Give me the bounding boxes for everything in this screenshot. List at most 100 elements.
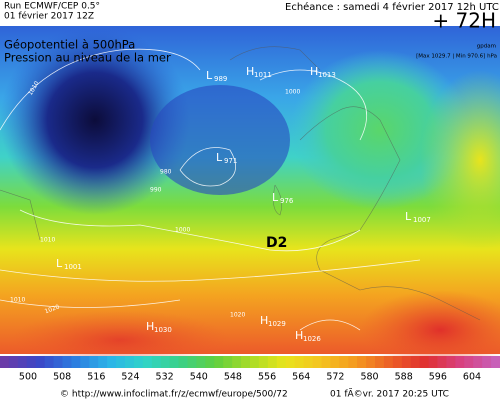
isobar-label: 1020 [44,303,61,315]
run-date: 01 février 2017 12Z [4,11,94,22]
colorbar-swatch [53,356,63,368]
colorbar-swatch [62,356,72,368]
colorbar-label: 540 [190,372,208,383]
colorbar-swatch [44,356,55,368]
colorbar-swatch [151,356,162,368]
colorbar-swatch [276,356,287,368]
colorbar-swatch [17,356,28,368]
colorbar-swatch [26,356,37,368]
marker-label: D2 [266,235,287,251]
colorbar-swatch [267,356,278,368]
colorbar-swatch [178,356,188,368]
colorbar-swatch [98,356,108,368]
system-letter: H [260,314,268,327]
system-letter: L [206,69,213,82]
pressure-system: H 1013 [310,65,336,79]
colorbar-swatch [455,356,465,368]
isobar-label: 1000 [175,227,190,234]
colorbar-label: 516 [87,372,105,383]
pressure-system: H 1029 [260,314,286,328]
colorbar-swatch [8,356,19,368]
pressure-system: H 1030 [146,320,172,334]
colorbar-swatch [348,356,358,368]
colorbar-swatch [446,356,456,368]
colorbar-swatch [482,356,492,368]
system-pressure: 1011 [254,71,272,79]
colorbar-label: 532 [156,372,174,383]
system-letter: L [56,257,63,270]
pressure-system: L 989 [206,69,227,83]
valid-time: Echéance : samedi 4 février 2017 12h UTC [285,1,499,13]
colorbar-label: 604 [463,372,481,383]
colorbar-swatch [339,356,349,368]
colorbar-swatch [294,356,305,368]
colorbar-swatch [303,356,313,368]
system-pressure: 1013 [318,71,336,79]
colorbar-swatch [160,356,171,368]
colorbar-swatch [437,356,447,368]
system-pressure: 1030 [154,326,172,334]
colorbar: 500 508 516 524 532 540 548 556 564 572 580 588 596 6… [0,356,500,383]
colorbar-swatch [35,356,46,368]
colorbar-swatch [491,356,500,368]
system-letter: L [216,151,223,164]
system-letter: H [146,320,154,333]
colorbar-swatch [366,356,376,368]
system-letter: H [295,329,303,342]
colorbar-swatch [214,356,224,368]
colorbar-swatch [223,356,233,368]
system-letter: H [246,65,254,78]
colorbar-label: 588 [395,372,413,383]
system-pressure: 971 [224,157,237,165]
colorbar-swatch [142,356,153,368]
colorbar-label: 524 [121,372,139,383]
system-pressure: 989 [214,75,227,83]
pressure-system: H 1011 [246,65,272,79]
source: © http://www.infoclimat.fr/z/ecmwf/europ… [60,390,288,400]
colorbar-swatch [401,356,412,368]
colorbar-swatch [232,356,242,368]
isobar-label: 980 [160,169,172,176]
system-pressure: 1026 [303,335,321,343]
colorbar-label: 548 [224,372,242,383]
colorbar-swatch [428,356,438,368]
colorbar-swatch [107,356,117,368]
units: gpdam [477,44,496,50]
pressure-system: L 971 [216,151,237,165]
colorbar-swatch [0,356,10,368]
colorbar-swatch [133,356,144,368]
system-pressure: 976 [280,197,294,205]
colorbar-swatch [464,356,474,368]
lead-time: + 72H [432,9,496,33]
isobar-label: 1010 [10,297,25,304]
colorbar-swatch [80,356,90,368]
colorbar-label: 508 [53,372,71,383]
system-pressure: 1029 [268,320,286,328]
colorbar-swatch [196,356,206,368]
colorbar-label: 572 [326,372,344,383]
system-letter: L [405,210,412,223]
colorbar-swatch [383,356,394,368]
pressure-system: L 1001 [56,257,82,271]
isobar-label: 1000 [285,89,300,96]
system-pressure: 1001 [64,263,82,271]
pressure-system: L 976 [272,191,294,205]
system-pressure: 1007 [413,216,431,224]
colorbar-swatch [357,356,367,368]
title: Géopotentiel à 500hPa [4,38,135,52]
colorbar-swatch [205,356,215,368]
colorbar-swatch [410,356,421,368]
colorbar-swatch [250,356,260,368]
colorbar-label: 564 [292,372,310,383]
colorbar-swatch [375,356,385,368]
run-label: Run ECMWF/CEP 0.5° [4,2,100,12]
colorbar-swatch [419,356,430,368]
pressure-system: L 1007 [405,210,431,224]
isobar-label: 1010 [40,237,55,244]
colorbar-label: 500 [19,372,37,383]
colorbar-swatch [321,356,331,368]
colorbar-label: 580 [360,372,378,383]
